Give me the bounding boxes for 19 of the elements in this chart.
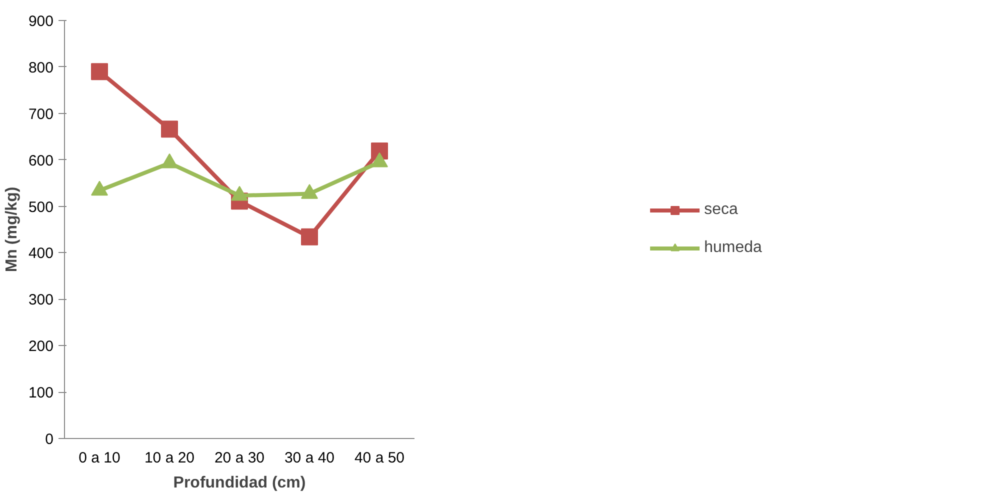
y-tick-label: 400 xyxy=(28,245,54,262)
y-tick-label: 600 xyxy=(28,152,54,170)
legend-label: humeda xyxy=(704,239,762,257)
y-tick-label: 0 xyxy=(45,431,54,448)
x-tick-label: 0 a 10 xyxy=(78,450,120,466)
y-tick-label: 100 xyxy=(28,384,54,402)
legend-label: seca xyxy=(704,201,738,219)
y-tick-label: 900 xyxy=(28,13,54,30)
x-tick-label: 10 a 20 xyxy=(144,450,195,466)
x-tick-label: 40 a 50 xyxy=(354,450,405,466)
y-tick-label: 200 xyxy=(28,338,54,356)
y-tick-label: 500 xyxy=(28,198,54,216)
y-tick-label: 300 xyxy=(28,292,54,309)
x-tick-label: 20 a 30 xyxy=(214,450,265,466)
y-axis-title: Mn (mg/kg) xyxy=(3,186,20,272)
y-tick-label: 800 xyxy=(28,59,54,76)
x-axis-title: Profundidad (cm) xyxy=(173,474,306,492)
y-tick-label: 700 xyxy=(28,106,54,123)
x-tick-label: 30 a 40 xyxy=(284,450,335,466)
